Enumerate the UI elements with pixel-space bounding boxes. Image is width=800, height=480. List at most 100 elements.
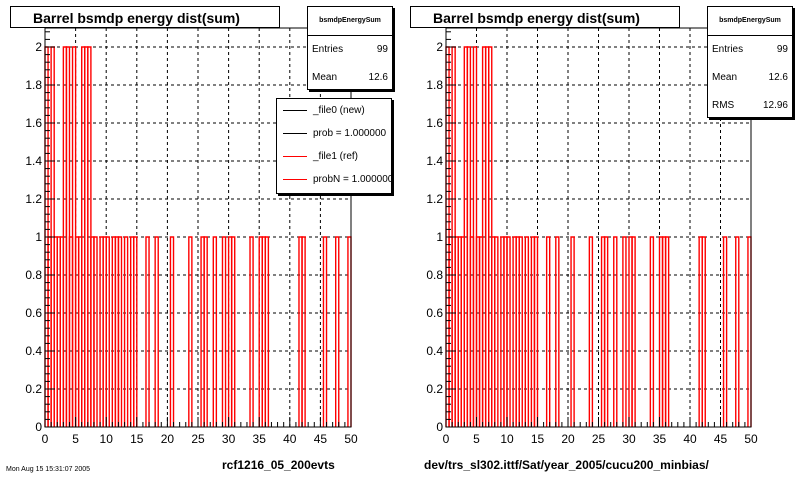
histogram-bar [264,236,270,427]
stats-entries-row: Entries 99 [308,36,392,64]
histogram-bar [123,236,129,427]
legend-label: _file0 (new) [313,105,365,116]
x-tick-label: 0 [42,432,49,446]
legend-label: probN = 1.000000 [313,174,392,185]
histogram-bar [494,236,499,427]
x-tick-label: 35 [253,432,267,446]
chart-title-right: Barrel bsmdp energy dist(sum) [410,6,680,28]
stats-mean-row: Mean 12.6 [308,64,392,92]
stats-mean-row: Mean 12.6 [708,64,792,92]
y-tick-label: 0.2 [426,382,443,396]
y-tick-label: 1.8 [25,78,42,92]
x-tick-label: 5 [473,432,480,446]
stats-entries-label: Entries [712,44,744,55]
stats-entries-value: 99 [776,44,788,55]
histogram-bar [145,236,150,427]
x-tick-label: 45 [714,432,728,446]
chart-title-left: Barrel bsmdp energy dist(sum) [10,6,280,28]
stats-entries-label: Entries [312,44,344,55]
legend-entry: probN = 1.000000 [277,168,391,191]
x-tick-label: 20 [161,432,175,446]
legend-label: _file1 (ref) [313,151,359,162]
histogram-bar [555,236,560,427]
y-tick-label: 1.6 [426,116,443,130]
x-tick-label: 15 [531,432,545,446]
histogram-bar [322,236,328,427]
legend-line-icon [283,133,307,134]
histogram-bar [570,236,575,427]
y-tick-label: 0 [436,420,443,434]
histogram-bar [212,236,218,427]
histogram-bar [622,236,627,427]
histogram-bar [649,236,655,427]
x-tick-label: 25 [191,432,205,446]
x-tick-label: 20 [561,432,575,446]
x-tick-label: 5 [72,432,79,446]
y-tick-label: 0.4 [25,344,42,358]
y-tick-label: 0 [35,420,42,434]
x-tick-label: 10 [100,432,114,446]
histogram-bar [230,236,236,427]
y-tick-label: 1.6 [25,116,42,130]
legend-box: _file0 (new) prob = 1.000000 _file1 (ref… [276,98,392,194]
x-tick-label: 40 [683,432,697,446]
histogram-bar [154,236,159,427]
y-tick-label: 1.4 [25,154,42,168]
stats-mean-value: 12.6 [768,72,788,83]
legend-entry: _file0 (new) [277,99,391,122]
stats-rms-value: 12.96 [762,100,788,111]
histogram-bar [722,236,728,427]
histogram-bar [221,236,227,427]
histogram-bar [735,236,740,427]
histogram-bar [105,236,110,427]
stats-mean-value: 12.6 [368,72,388,83]
histogram-bar [518,236,523,427]
stats-name: bsmdpEnergySum [308,7,392,36]
histogram-bar [533,236,539,427]
stats-box-left: bsmdpEnergySum Entries 99 Mean 12.6 [307,6,393,90]
legend-entry: prob = 1.000000 [277,122,391,145]
y-tick-label: 0.6 [426,306,443,320]
y-tick-label: 1.2 [426,192,443,206]
y-tick-label: 0.6 [25,306,42,320]
histogram-bar [664,236,670,427]
histogram-bar [545,236,551,427]
x-tick-label: 50 [744,432,758,446]
stats-mean-label: Mean [712,72,738,83]
histogram-bar [188,236,193,427]
histogram-bar [249,236,254,427]
x-tick-label: 25 [592,432,606,446]
x-tick-label: 35 [653,432,667,446]
run-label-left: rcf1216_05_200evts [222,458,335,472]
y-tick-label: 0.4 [426,344,443,358]
histogram-bar [506,236,511,427]
histogram-bar [133,236,138,427]
stats-entries-row: Entries 99 [708,36,792,64]
y-tick-label: 0.8 [25,268,42,282]
x-tick-label: 30 [222,432,236,446]
stats-rms-row: RMS 12.96 [708,92,792,120]
histogram-bar [335,236,340,427]
histogram-bar [117,236,123,427]
x-tick-label: 0 [443,432,450,446]
legend-line-icon [283,179,307,180]
x-tick-label: 45 [314,432,328,446]
x-tick-label: 10 [500,432,514,446]
timestamp: Mon Aug 15 15:31:07 2005 [6,466,91,473]
histogram-bar [301,236,306,427]
x-tick-label: 40 [283,432,297,446]
y-tick-label: 2 [436,40,443,54]
legend-line-icon [283,156,307,157]
histogram-bar [613,236,618,427]
histogram-bar [93,236,98,427]
y-tick-label: 1.4 [426,154,443,168]
histogram-bar [603,236,609,427]
y-tick-label: 1 [436,230,443,244]
histogram-bar [203,236,208,427]
run-label-right: dev/trs_sl302.ittf/Sat/year_2005/cucu200… [424,458,709,472]
y-tick-label: 2 [35,40,42,54]
x-tick-label: 15 [130,432,144,446]
histogram-bar [588,236,594,427]
stats-mean-label: Mean [312,72,338,83]
legend-label: prob = 1.000000 [313,128,387,139]
